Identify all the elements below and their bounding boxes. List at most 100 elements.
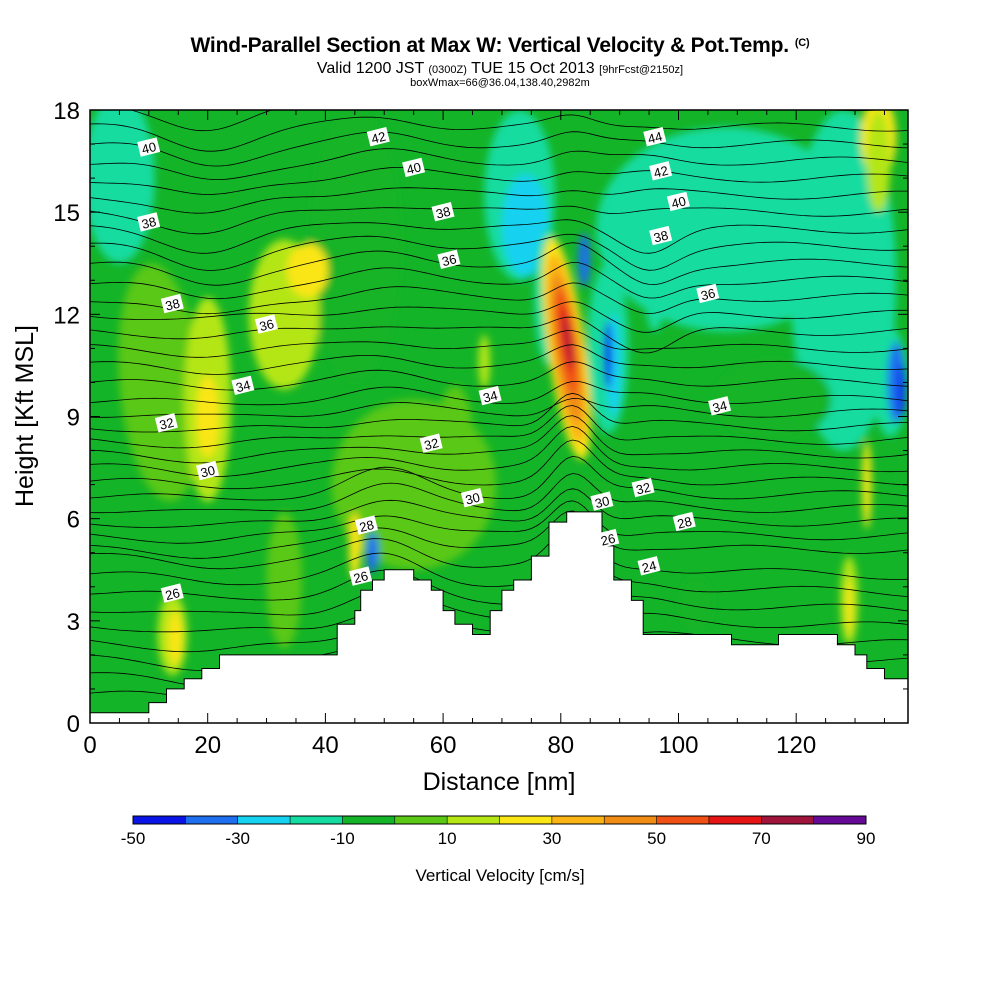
isentrope-22: [90, 344, 908, 375]
svg-text:38: 38: [164, 296, 182, 314]
y-tick-label-2: 6: [67, 507, 80, 534]
isentrope-12: [90, 473, 908, 514]
isentrope-17: [90, 405, 908, 449]
colorbar-swatch-0: [133, 816, 186, 824]
chart-title: Wind-Parallel Section at Max W: Vertical…: [190, 34, 810, 57]
isentrope-8: [90, 526, 908, 580]
contour-label-20: 38: [649, 225, 673, 246]
velocity-cell-12: [502, 174, 549, 277]
svg-text:36: 36: [440, 251, 458, 269]
contour-label-14: 34: [478, 385, 502, 406]
colorbar-swatch-3: [290, 816, 343, 824]
contour-label-23: 32: [631, 477, 655, 498]
svg-text:40: 40: [140, 139, 158, 157]
x-tick-label-5: 100: [658, 732, 698, 759]
isentrope-13: [90, 455, 908, 501]
svg-text:40: 40: [670, 193, 688, 211]
colorbar-tick-7: 90: [857, 829, 876, 848]
svg-text:32: 32: [158, 415, 176, 433]
svg-text:28: 28: [676, 514, 694, 532]
contour-label-26: 26: [596, 528, 620, 549]
contour-label-4: 34: [231, 375, 255, 395]
colorbar-tick-4: 30: [542, 829, 561, 848]
colorbar-swatch-11: [708, 816, 762, 824]
velocity-cell-6: [790, 110, 897, 451]
svg-text:32: 32: [634, 479, 652, 497]
x-axis-label: Distance [nm]: [423, 768, 576, 796]
colorbar-swatch-1: [185, 816, 239, 824]
isentrope-14: [90, 439, 908, 490]
contour-label-16: 30: [460, 488, 484, 508]
isentrope-27: [90, 261, 908, 300]
velocity-cell-16: [603, 321, 613, 390]
svg-text:36: 36: [258, 316, 276, 334]
velocity-cell-35: [845, 580, 853, 635]
svg-text:32: 32: [423, 435, 441, 453]
isentrope-20: [90, 381, 908, 406]
colorbar-swatch-8: [551, 816, 605, 824]
svg-text:34: 34: [711, 398, 729, 416]
velocity-cell-24: [563, 314, 573, 369]
velocity-cell-31: [366, 532, 379, 574]
svg-text:44: 44: [646, 129, 664, 147]
y-tick-label-1: 3: [67, 609, 80, 636]
isentrope-21: [90, 361, 908, 391]
isentrope-32: [90, 187, 908, 214]
isentrope-25: [90, 301, 908, 333]
contour-label-17: 44: [643, 127, 667, 147]
contour-label-11: 40: [402, 157, 426, 177]
contour-labels: 4038383634323026282642403836343230444240…: [137, 127, 732, 603]
chart-subtitle-box: boxWmax=66@36.04,138.40,2982m: [410, 77, 590, 89]
contour-label-21: 36: [696, 283, 720, 303]
contour-label-5: 32: [154, 413, 178, 433]
svg-text:28: 28: [358, 517, 376, 535]
svg-text:38: 38: [140, 214, 158, 232]
y-axis-label: Height [Kft MSL]: [11, 325, 39, 507]
contour-label-7: 26: [160, 583, 184, 603]
contour-label-3: 36: [254, 314, 278, 334]
y-tick-label-0: 0: [67, 711, 80, 738]
isentrope-10: [90, 500, 908, 544]
contour-label-0: 40: [137, 137, 161, 157]
velocity-cell-9: [195, 375, 220, 458]
svg-text:40: 40: [405, 159, 423, 177]
contour-label-13: 36: [437, 249, 461, 269]
velocity-cell-1: [307, 110, 402, 383]
contour-label-25: 28: [672, 511, 696, 532]
velocity-cell-37: [478, 334, 491, 390]
isentrope-18: [90, 392, 908, 433]
svg-text:34: 34: [481, 388, 499, 406]
isentrope-33: [90, 167, 908, 195]
y-tick-label-5: 15: [53, 200, 80, 227]
isentrope-34: [90, 148, 908, 180]
contour-label-2: 38: [160, 293, 184, 314]
svg-text:36: 36: [699, 285, 717, 303]
contour-label-22: 34: [708, 396, 732, 416]
y-tick-label-6: 18: [53, 98, 80, 125]
svg-text:26: 26: [599, 531, 617, 549]
velocity-cell-36: [862, 440, 872, 529]
isentrope-16: [90, 415, 908, 464]
contour-label-27: 24: [637, 556, 661, 576]
colorbar-swatch-2: [237, 816, 291, 824]
contour-label-18: 42: [649, 161, 673, 181]
colorbar-swatch-9: [604, 816, 657, 824]
svg-text:30: 30: [464, 490, 482, 508]
x-tick-label-1: 20: [194, 732, 221, 759]
colorbar-label: Vertical Velocity [cm/s]: [415, 866, 584, 885]
contour-label-24: 30: [590, 491, 614, 511]
contour-label-8: 28: [354, 515, 378, 535]
contour-label-1: 38: [137, 212, 161, 232]
colorbar-tick-3: 10: [438, 829, 457, 848]
contour-label-9: 26: [349, 566, 373, 586]
isentrope-37: [129, 110, 882, 132]
svg-text:26: 26: [164, 585, 182, 603]
velocity-cell-10: [713, 358, 832, 441]
y-tick-label-3: 9: [67, 405, 80, 432]
colorbar-tick-1: -30: [225, 829, 250, 848]
svg-text:30: 30: [593, 493, 611, 511]
colorbar-swatch-4: [342, 816, 396, 824]
isentrope-26: [90, 282, 908, 315]
svg-text:42: 42: [652, 163, 670, 181]
